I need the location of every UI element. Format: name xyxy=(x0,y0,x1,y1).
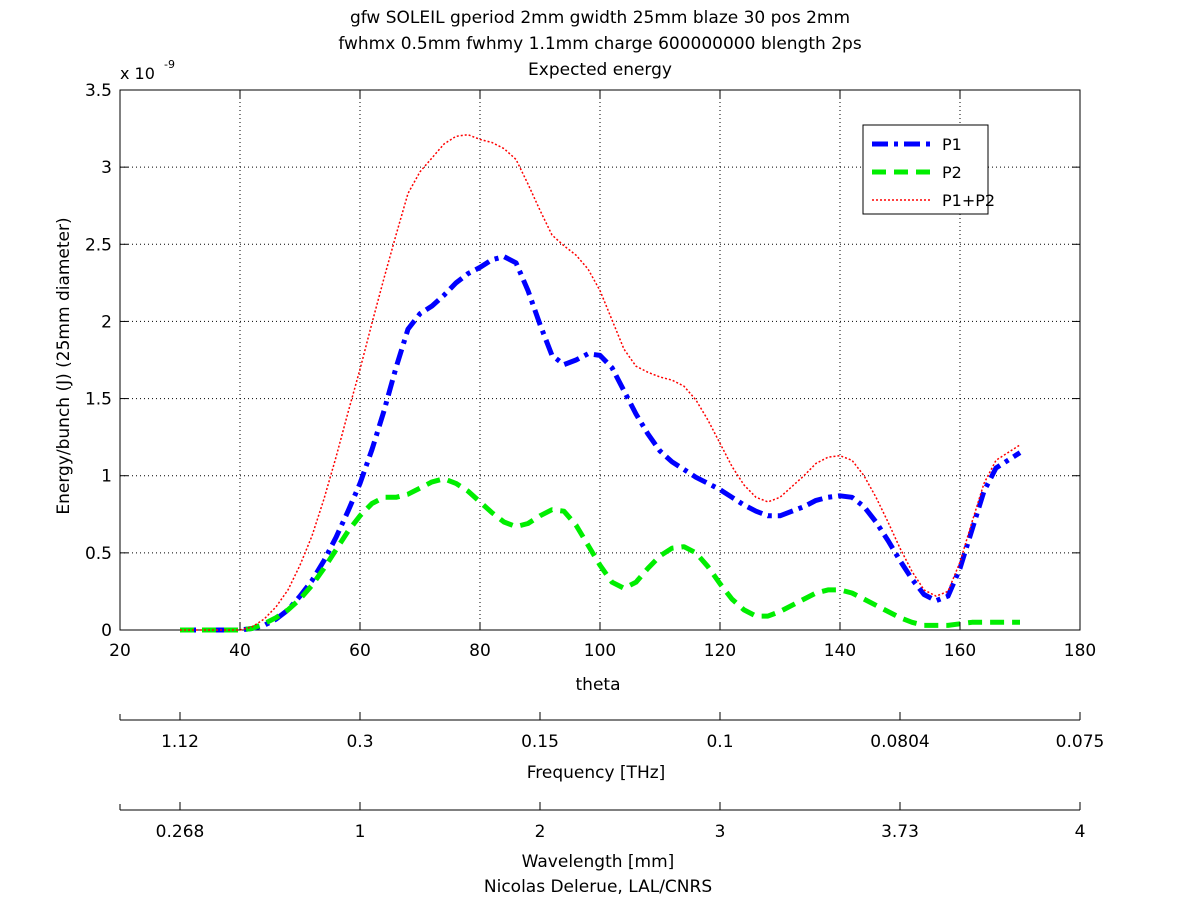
y-tick-label: 0 xyxy=(101,621,112,641)
series-line-p2 xyxy=(180,476,1020,633)
legend-label: P1 xyxy=(942,135,962,154)
wavelength-axis-label: Wavelength [mm] xyxy=(522,852,675,872)
y-exponent-power: -9 xyxy=(164,58,175,71)
y-tick-label: 1 xyxy=(101,467,112,487)
x-tick-label: 80 xyxy=(469,641,491,661)
y-tick-label: 3 xyxy=(101,158,112,178)
legend-label: P1+P2 xyxy=(942,191,995,210)
legend-label: P2 xyxy=(942,163,962,182)
chart-title-line-3: Expected energy xyxy=(528,60,672,80)
y-tick-label: 2 xyxy=(101,312,112,332)
secondary-tick-label: 2 xyxy=(535,822,546,842)
secondary-tick-label: 0.075 xyxy=(1056,732,1105,752)
y-axis-label: Energy/bunch (J) (25mm diameter) xyxy=(54,217,74,514)
series-line-p1 xyxy=(180,254,1022,633)
secondary-tick-label: 3 xyxy=(715,822,726,842)
secondary-tick-label: 3.73 xyxy=(881,822,919,842)
x-tick-label: 100 xyxy=(584,641,616,661)
secondary-tick-label: 0.0804 xyxy=(870,732,929,752)
y-tick-label: 0.5 xyxy=(85,544,112,564)
chart-title-line-2: fwhmx 0.5mm fwhmy 1.1mm charge 600000000… xyxy=(338,34,862,54)
secondary-tick-label: 0.268 xyxy=(156,822,205,842)
secondary-axes: 1.12 0.3 0.15 0.1 0.0804 0.075 0.268 1 2 3 3.73 4 xyxy=(119,712,1105,842)
secondary-tick-label: 1.12 xyxy=(161,732,199,752)
x-tick-label: 40 xyxy=(229,641,251,661)
secondary-tick-label: 1 xyxy=(355,822,366,842)
legend: P1 P2 P1+P2 xyxy=(862,124,995,215)
x-axis-label: theta xyxy=(576,675,621,695)
y-exponent-base: x 10 xyxy=(120,64,155,83)
author-footer: Nicolas Delerue, LAL/CNRS xyxy=(484,877,712,897)
secondary-tick-label: 0.1 xyxy=(706,732,733,752)
y-tick-label: 1.5 xyxy=(85,390,112,410)
x-tick-label: 20 xyxy=(109,641,131,661)
x-tick-label: 180 xyxy=(1064,641,1096,661)
axis-ticks: 20 40 60 80 100 120 140 160 180 0 0.5 1 1.5 2 2.5 3 3.5 xyxy=(85,81,1096,661)
x-tick-label: 120 xyxy=(704,641,736,661)
frequency-axis-label: Frequency [THz] xyxy=(527,763,666,783)
x-tick-label: 140 xyxy=(824,641,856,661)
x-tick-label: 60 xyxy=(349,641,371,661)
secondary-tick-label: 4 xyxy=(1075,822,1086,842)
x-tick-label: 160 xyxy=(944,641,976,661)
series-lines xyxy=(180,133,1022,633)
y-tick-label: 3.5 xyxy=(85,81,112,101)
chart-title-line-1: gfw SOLEIL gperiod 2mm gwidth 25mm blaze… xyxy=(350,8,850,28)
secondary-tick-label: 0.3 xyxy=(346,732,373,752)
secondary-tick-label: 0.15 xyxy=(521,732,559,752)
y-tick-label: 2.5 xyxy=(85,235,112,255)
